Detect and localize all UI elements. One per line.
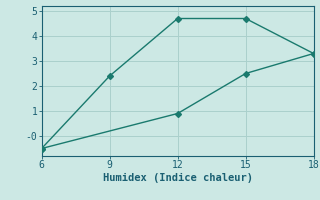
X-axis label: Humidex (Indice chaleur): Humidex (Indice chaleur) [103, 173, 252, 183]
